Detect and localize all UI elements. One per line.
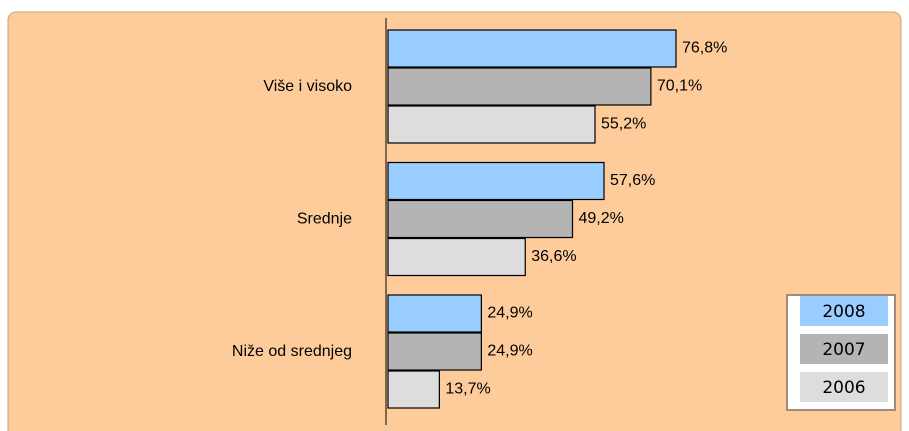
category-label: Niže od srednjeg <box>232 343 352 360</box>
data-label: 76,8% <box>682 40 727 57</box>
legend-label: 2008 <box>822 302 865 322</box>
bar <box>387 161 605 201</box>
legend-label: 2007 <box>822 340 865 360</box>
bar <box>387 199 574 239</box>
bar <box>387 332 482 371</box>
category-label: Više i visoko <box>263 78 352 95</box>
bar <box>387 29 677 68</box>
legend-swatch <box>800 372 888 402</box>
data-label: 24,9% <box>487 343 532 360</box>
data-label: 55,2% <box>601 116 646 133</box>
data-label: 70,1% <box>657 78 702 95</box>
legend-swatch <box>800 334 888 364</box>
bar <box>387 237 526 277</box>
data-label: 24,9% <box>487 305 532 322</box>
data-label: 13,7% <box>445 381 490 398</box>
data-label: 57,6% <box>610 172 655 189</box>
legend-label: 2006 <box>822 378 865 398</box>
bar <box>387 370 440 409</box>
bar <box>387 294 482 333</box>
data-label: 36,6% <box>531 248 576 265</box>
data-label: 49,2% <box>579 210 624 227</box>
legend-swatch <box>800 296 888 326</box>
bar <box>387 105 596 144</box>
category-label: Srednje <box>297 211 352 228</box>
bar <box>387 67 652 106</box>
